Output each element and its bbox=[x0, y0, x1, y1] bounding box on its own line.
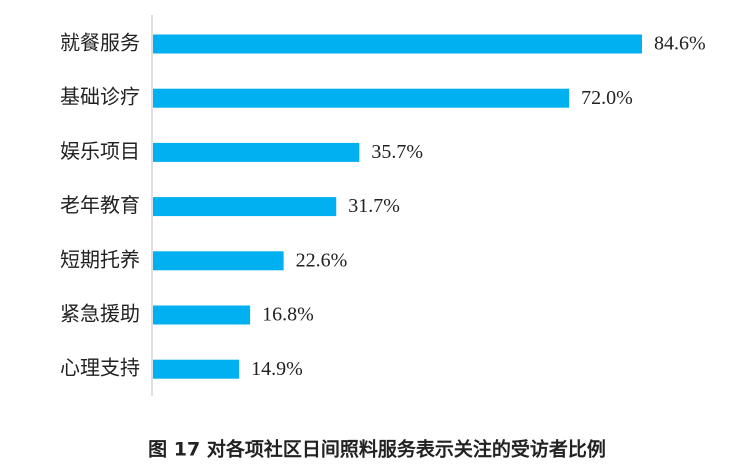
value-label: 31.7% bbox=[348, 195, 400, 217]
value-label: 72.0% bbox=[581, 87, 633, 109]
chart-title: 图 17 对各项社区日间照料服务表示关注的受访者比例 bbox=[148, 438, 606, 461]
bar bbox=[153, 88, 570, 108]
value-label: 35.7% bbox=[371, 141, 423, 163]
value-label: 16.8% bbox=[262, 304, 314, 326]
category-label: 娱乐项目 bbox=[60, 139, 140, 163]
bar bbox=[153, 359, 240, 379]
bar bbox=[153, 34, 642, 54]
value-label: 84.6% bbox=[654, 33, 706, 55]
bar bbox=[153, 305, 251, 325]
category-label: 老年教育 bbox=[60, 193, 140, 217]
category-label: 短期托养 bbox=[60, 247, 140, 271]
value-label: 22.6% bbox=[296, 249, 348, 271]
bar bbox=[153, 197, 337, 217]
category-label: 就餐服务 bbox=[60, 31, 140, 55]
bar bbox=[153, 142, 360, 162]
category-label: 心理支持 bbox=[60, 356, 140, 380]
category-label: 基础诊疗 bbox=[60, 85, 140, 109]
category-label: 紧急援助 bbox=[60, 302, 140, 326]
bar bbox=[153, 251, 284, 271]
value-label: 14.9% bbox=[251, 358, 303, 380]
